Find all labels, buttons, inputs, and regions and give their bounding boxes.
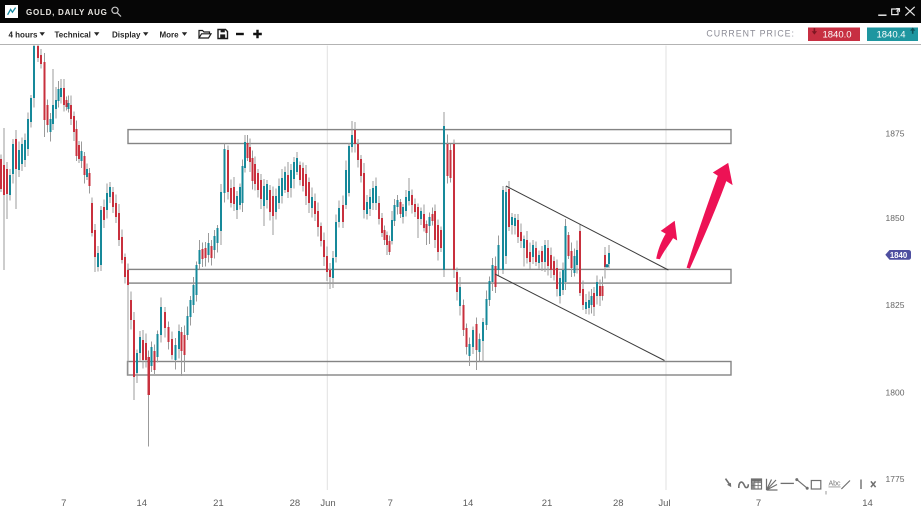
svg-text:Technical: Technical bbox=[55, 30, 91, 39]
svg-text:1850: 1850 bbox=[886, 213, 905, 223]
svg-text:1800: 1800 bbox=[886, 388, 905, 398]
svg-text:1775: 1775 bbox=[886, 474, 905, 484]
svg-text:GOLD, DAILY AUG: GOLD, DAILY AUG bbox=[26, 8, 108, 17]
svg-text:14: 14 bbox=[137, 498, 148, 509]
svg-text:1840.0: 1840.0 bbox=[822, 29, 851, 40]
svg-text:7: 7 bbox=[756, 498, 761, 509]
svg-text:1875: 1875 bbox=[886, 129, 905, 139]
svg-text:4 hours: 4 hours bbox=[9, 30, 38, 39]
svg-text:CURRENT PRICE:: CURRENT PRICE: bbox=[706, 28, 795, 38]
svg-text:1840: 1840 bbox=[890, 251, 908, 260]
svg-text:28: 28 bbox=[290, 498, 301, 509]
svg-text:7: 7 bbox=[61, 498, 66, 509]
svg-text:Display: Display bbox=[112, 30, 141, 39]
svg-text:Abc: Abc bbox=[829, 481, 842, 488]
svg-text:More: More bbox=[160, 30, 180, 39]
svg-text:1840.4: 1840.4 bbox=[876, 29, 905, 40]
svg-text:Jun: Jun bbox=[320, 498, 335, 509]
svg-text:Jul: Jul bbox=[658, 498, 670, 509]
svg-text:21: 21 bbox=[542, 498, 553, 509]
svg-text:1825: 1825 bbox=[886, 300, 905, 310]
svg-text:28: 28 bbox=[613, 498, 624, 509]
svg-text:21: 21 bbox=[213, 498, 224, 509]
svg-text:14: 14 bbox=[862, 498, 873, 509]
svg-text:7: 7 bbox=[388, 498, 393, 509]
svg-text:14: 14 bbox=[463, 498, 474, 509]
